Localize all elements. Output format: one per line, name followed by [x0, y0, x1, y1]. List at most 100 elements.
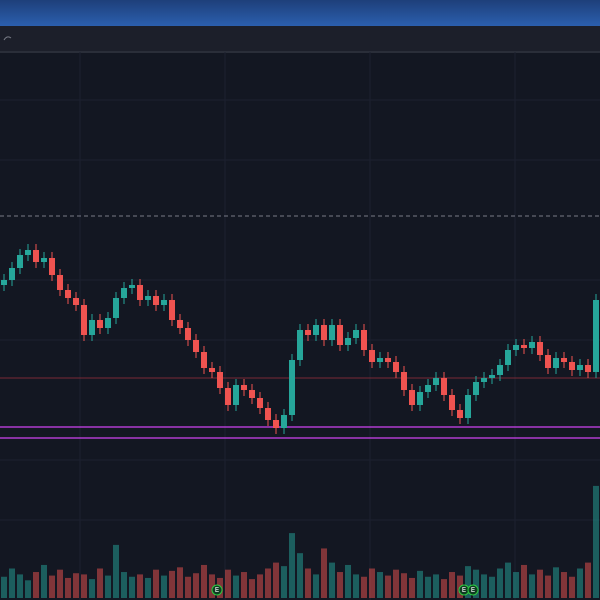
candle-body	[273, 420, 279, 428]
candle-body	[249, 390, 255, 398]
candle-body	[561, 358, 567, 362]
volume-bar	[305, 568, 311, 598]
volume-bar	[65, 577, 71, 598]
candle-body	[457, 410, 463, 418]
candle-body	[89, 320, 95, 335]
volume-bar	[489, 576, 495, 598]
candle-body	[185, 328, 191, 340]
candle-body	[265, 408, 271, 420]
volume-bar	[425, 576, 431, 598]
candle-body	[65, 290, 71, 298]
candle-body	[433, 378, 439, 385]
earnings-label: E	[462, 586, 466, 594]
volume-bar	[49, 575, 55, 598]
candle-body	[321, 325, 327, 340]
volume-bar	[577, 568, 583, 598]
volume-bar	[497, 568, 503, 598]
volume-bar	[337, 572, 343, 598]
volume-bar	[449, 572, 455, 598]
volume-bar	[545, 575, 551, 598]
earnings-label: E	[471, 586, 475, 594]
candle-body	[377, 358, 383, 362]
volume-bar	[265, 568, 271, 598]
volume-bar	[137, 574, 143, 598]
candle-body	[329, 325, 335, 340]
candle-body	[505, 350, 511, 365]
candle-body	[449, 395, 455, 410]
candle-body	[489, 375, 495, 378]
volume-bar	[57, 569, 63, 598]
candle-body	[97, 320, 103, 328]
candle-body	[153, 296, 159, 305]
volume-bar	[257, 574, 263, 598]
volume-bar	[273, 562, 279, 598]
volume-bar	[569, 576, 575, 598]
earnings-marker[interactable]	[211, 584, 223, 596]
candle-body	[41, 258, 47, 262]
volume-bar	[441, 579, 447, 598]
candle-body	[289, 360, 295, 415]
volume-bar	[417, 570, 423, 598]
volume-bar	[121, 572, 127, 598]
candle-body	[537, 342, 543, 355]
volume-bar	[537, 569, 543, 598]
volume-bar	[361, 576, 367, 598]
volume-bar	[89, 579, 95, 598]
candle-body	[313, 325, 319, 335]
candle-body	[305, 330, 311, 335]
volume-bar	[369, 568, 375, 598]
volume-bar	[129, 576, 135, 598]
candle-body	[497, 365, 503, 375]
volume-bar	[41, 564, 47, 598]
candle-body	[217, 372, 223, 388]
volume-bar	[553, 567, 559, 598]
candle-body	[593, 300, 599, 372]
volume-bar	[409, 577, 415, 598]
earnings-marker[interactable]	[467, 584, 479, 596]
volume-bar	[505, 562, 511, 598]
volume-bar	[153, 569, 159, 598]
volume-bar	[145, 577, 151, 598]
candle-body	[17, 255, 23, 268]
volume-bar	[17, 574, 23, 598]
volume-bar	[521, 564, 527, 598]
candle-body	[369, 350, 375, 362]
candle-body	[233, 385, 239, 405]
candle-body	[281, 415, 287, 428]
candle-body	[409, 390, 415, 405]
candle-body	[9, 268, 15, 280]
candle-body	[425, 385, 431, 392]
volume-bar	[233, 575, 239, 598]
candle-body	[121, 288, 127, 298]
title-bar	[0, 0, 600, 26]
redo-icon[interactable]	[3, 36, 12, 41]
volume-bar	[297, 553, 303, 598]
volume-bar	[161, 575, 167, 598]
volume-bar	[33, 572, 39, 598]
candle-body	[129, 285, 135, 288]
volume-bar	[209, 574, 215, 598]
volume-bar	[329, 562, 335, 598]
candle-body	[545, 355, 551, 368]
candle-body	[177, 320, 183, 328]
candle-body	[161, 300, 167, 305]
volume-bar	[313, 574, 319, 598]
volume-bar	[105, 575, 111, 598]
volume-bar	[249, 579, 255, 598]
volume-bar	[97, 568, 103, 598]
candle-body	[337, 325, 343, 345]
candle-body	[33, 250, 39, 262]
candle-body	[193, 340, 199, 352]
candle-body	[209, 368, 215, 372]
volume-bar	[81, 574, 87, 598]
candle-body	[145, 296, 151, 300]
candle-body	[257, 398, 263, 408]
earnings-label: E	[215, 586, 219, 594]
candle-body	[513, 345, 519, 350]
candle-body	[385, 358, 391, 362]
candle-body	[225, 388, 231, 405]
candle-body	[465, 395, 471, 418]
volume-bar	[353, 574, 359, 598]
candle-body	[529, 342, 535, 348]
